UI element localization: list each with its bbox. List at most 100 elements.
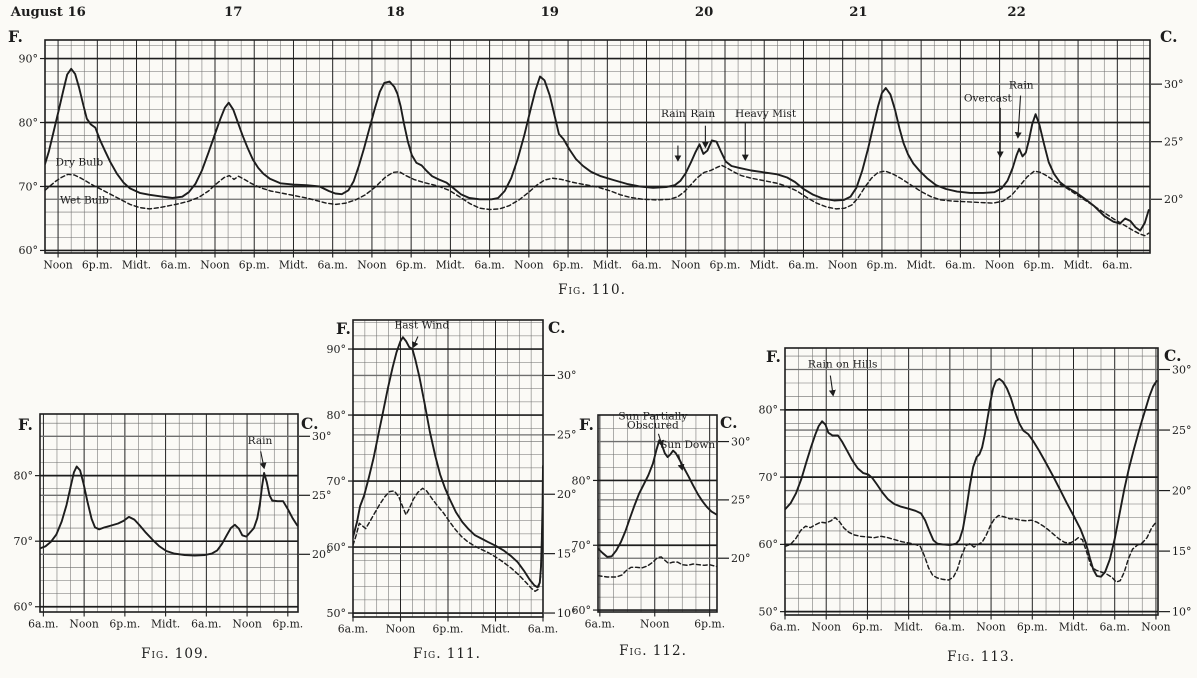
fig112-ftick-label: 70°: [572, 539, 592, 552]
fig109-x-axis: 6a.m. Noon 6p.m. Midt. 6a.m. Noon 6p.m.: [28, 612, 303, 631]
fig109-border: [39, 413, 299, 613]
fig110-c-axis: 30° 25° 20°: [1151, 78, 1184, 206]
fig111-xtick-label: 6a.m.: [528, 623, 558, 636]
fig111-wet-bulb-curve: [353, 478, 543, 593]
fig111-ctick-label: 25°: [557, 429, 577, 442]
fig110-day-label: 22: [1007, 5, 1025, 20]
fig110-x-axis: Noon 6p.m. Midt. 6a.m. Noon 6p.m. Midt. 6a.m. No…: [43, 253, 1133, 272]
fig109-xtick-label: 6a.m.: [191, 618, 221, 631]
fig112-caption: Fig. 112.: [619, 643, 687, 659]
fig110-celsius-lines: [45, 83, 1150, 200]
fig111-f-axis: 90° 80° 70° 60° 50°: [327, 343, 353, 620]
fig112-xtick-label: 6p.m.: [694, 618, 725, 631]
fig112-annotation: Sun Down: [660, 439, 715, 451]
fig112-celsius-lines: [598, 440, 717, 559]
fig110-caption: Fig. 110.: [558, 282, 626, 298]
fig112-ftick-label: 80°: [572, 474, 592, 487]
fig112-border: [597, 414, 718, 613]
fig110-xtick-label: 6p.m.: [866, 259, 897, 272]
fig111-grid-major-h: [353, 348, 543, 614]
fig109: 6a.m. Noon 6p.m. Midt. 6a.m. Noon 6p.m. 80° 70° 6…: [14, 413, 332, 631]
fig112-ctick-label: 30°: [731, 435, 751, 448]
fig111-ctick-label: 15°: [557, 547, 577, 560]
fig110-annotation: Rain: [661, 108, 686, 120]
fig110-day-label: 20: [695, 5, 713, 20]
fig113-xtick-label: 6a.m.: [935, 621, 965, 634]
fig112-grid-major-h: [598, 479, 717, 611]
fig109-grid-major-v: [42, 414, 289, 612]
fig110-xtick-label: Midt.: [122, 259, 151, 272]
fig109-caption: Fig. 109.: [141, 646, 209, 662]
fig113-ctick-label: 10°: [1172, 605, 1192, 618]
fig109-ctick-label: 25°: [312, 489, 332, 502]
fig110-annotation-arrow: [1014, 95, 1022, 139]
fig110-xtick-label: Midt.: [436, 259, 465, 272]
fig112-grid-major-v: [599, 415, 711, 612]
fig110-xtick-label: 6a.m.: [1102, 259, 1132, 272]
fig110-xtick-label: 6p.m.: [710, 259, 741, 272]
fig109-ftick-label: 80°: [14, 469, 34, 482]
fig110-xtick-label: 6a.m.: [161, 259, 191, 272]
fig110-day-label: August 16: [10, 5, 86, 20]
fig111-ctick-label: 10°: [557, 607, 577, 620]
fig113-annotation-arrow: [828, 375, 836, 397]
fig110-xtick-label: Midt.: [750, 259, 779, 272]
fig109-ctick-label: 30°: [312, 430, 332, 443]
fig113-axis-f-label: F.: [766, 347, 781, 366]
fig110-xtick-label: 6p.m.: [396, 259, 427, 272]
fig113-ftick-label: 80°: [759, 404, 779, 417]
fig113-grid-major-v: [825, 348, 1157, 615]
fig109-annotation: Rain: [248, 435, 273, 447]
fig110-ctick-label: 30°: [1164, 78, 1184, 91]
fig113-c-axis: 30° 25° 20° 15° 10°: [1159, 363, 1192, 618]
fig112-xtick-label: Noon: [640, 618, 669, 631]
fig113-f-axis: 80° 70° 60° 50°: [759, 404, 785, 618]
fig113-xtick-label: 6a.m.: [770, 621, 800, 634]
fig110-xtick-label: Midt.: [279, 259, 308, 272]
fig109-ctick-label: 20°: [312, 548, 332, 561]
fig111: 6a.m. Noon 6p.m. Midt. 6a.m. 90° 80° 70° 60° 50° 3…: [327, 318, 577, 636]
fig110-xtick-label: 6a.m.: [631, 259, 661, 272]
fig110-annotation: Overcast: [964, 92, 1013, 104]
fig113-ctick-label: 30°: [1172, 363, 1192, 376]
fig110-wet-bulb-curve: [45, 164, 1150, 237]
fig113-ftick-label: 70°: [759, 471, 779, 484]
fig112-axis-c-label: C.: [720, 413, 737, 432]
fig109-celsius-lines: [40, 435, 298, 555]
fig111-ftick-label: 70°: [327, 475, 347, 488]
fig113-xtick-label: 6p.m.: [852, 621, 883, 634]
fig111-ftick-label: 80°: [327, 409, 347, 422]
fig113-ftick-label: 50°: [759, 605, 779, 618]
fig112-annotation: Obscured: [627, 420, 679, 432]
fig113-xtick-label: Noon: [976, 621, 1005, 634]
fig112-annotation-arrow: [657, 433, 664, 447]
fig111-xtick-label: Noon: [386, 623, 415, 636]
fig113-xtick-label: 6a.m.: [1100, 621, 1130, 634]
fig112-axis-f-label: F.: [579, 415, 594, 434]
fig112-c-axis: 30° 25° 20°: [718, 435, 751, 565]
fig110-day-label: 21: [849, 5, 867, 20]
fig112-ctick-label: 25°: [731, 494, 751, 507]
fig109-xtick-label: 6p.m.: [109, 618, 140, 631]
fig113-ctick-label: 20°: [1172, 484, 1192, 497]
fig109-axis-c-label: C.: [301, 414, 318, 433]
fig113-border: [784, 347, 1159, 616]
fig109-ftick-label: 60°: [14, 601, 34, 614]
fig110-xtick-label: 6p.m.: [1023, 259, 1054, 272]
fig112-wet-bulb-curve: [598, 556, 717, 578]
fig110-xtick-label: Noon: [200, 259, 229, 272]
fig112-x-axis: 6a.m. Noon 6p.m.: [585, 612, 725, 631]
fig113-ftick-label: 60°: [759, 538, 779, 551]
fig112-annotation: Sun Partially: [618, 411, 687, 423]
fig110-annotation: Dry Bulb: [55, 156, 103, 168]
fig112-ftick-label: 60°: [572, 604, 592, 617]
fig110-day-label: 17: [224, 5, 242, 20]
fig110-xtick-label: Midt.: [907, 259, 936, 272]
fig111-xtick-label: 6a.m.: [338, 623, 368, 636]
fig109-xtick-label: Noon: [232, 618, 261, 631]
fig110: Noon 6p.m. Midt. 6a.m. Noon 6p.m. Midt. 6a.m. No…: [8, 5, 1184, 272]
fig110-annotation: Rain: [1009, 80, 1034, 92]
fig111-annotation: East Wind: [394, 320, 449, 332]
fig111-annotation-arrow: [412, 336, 419, 349]
